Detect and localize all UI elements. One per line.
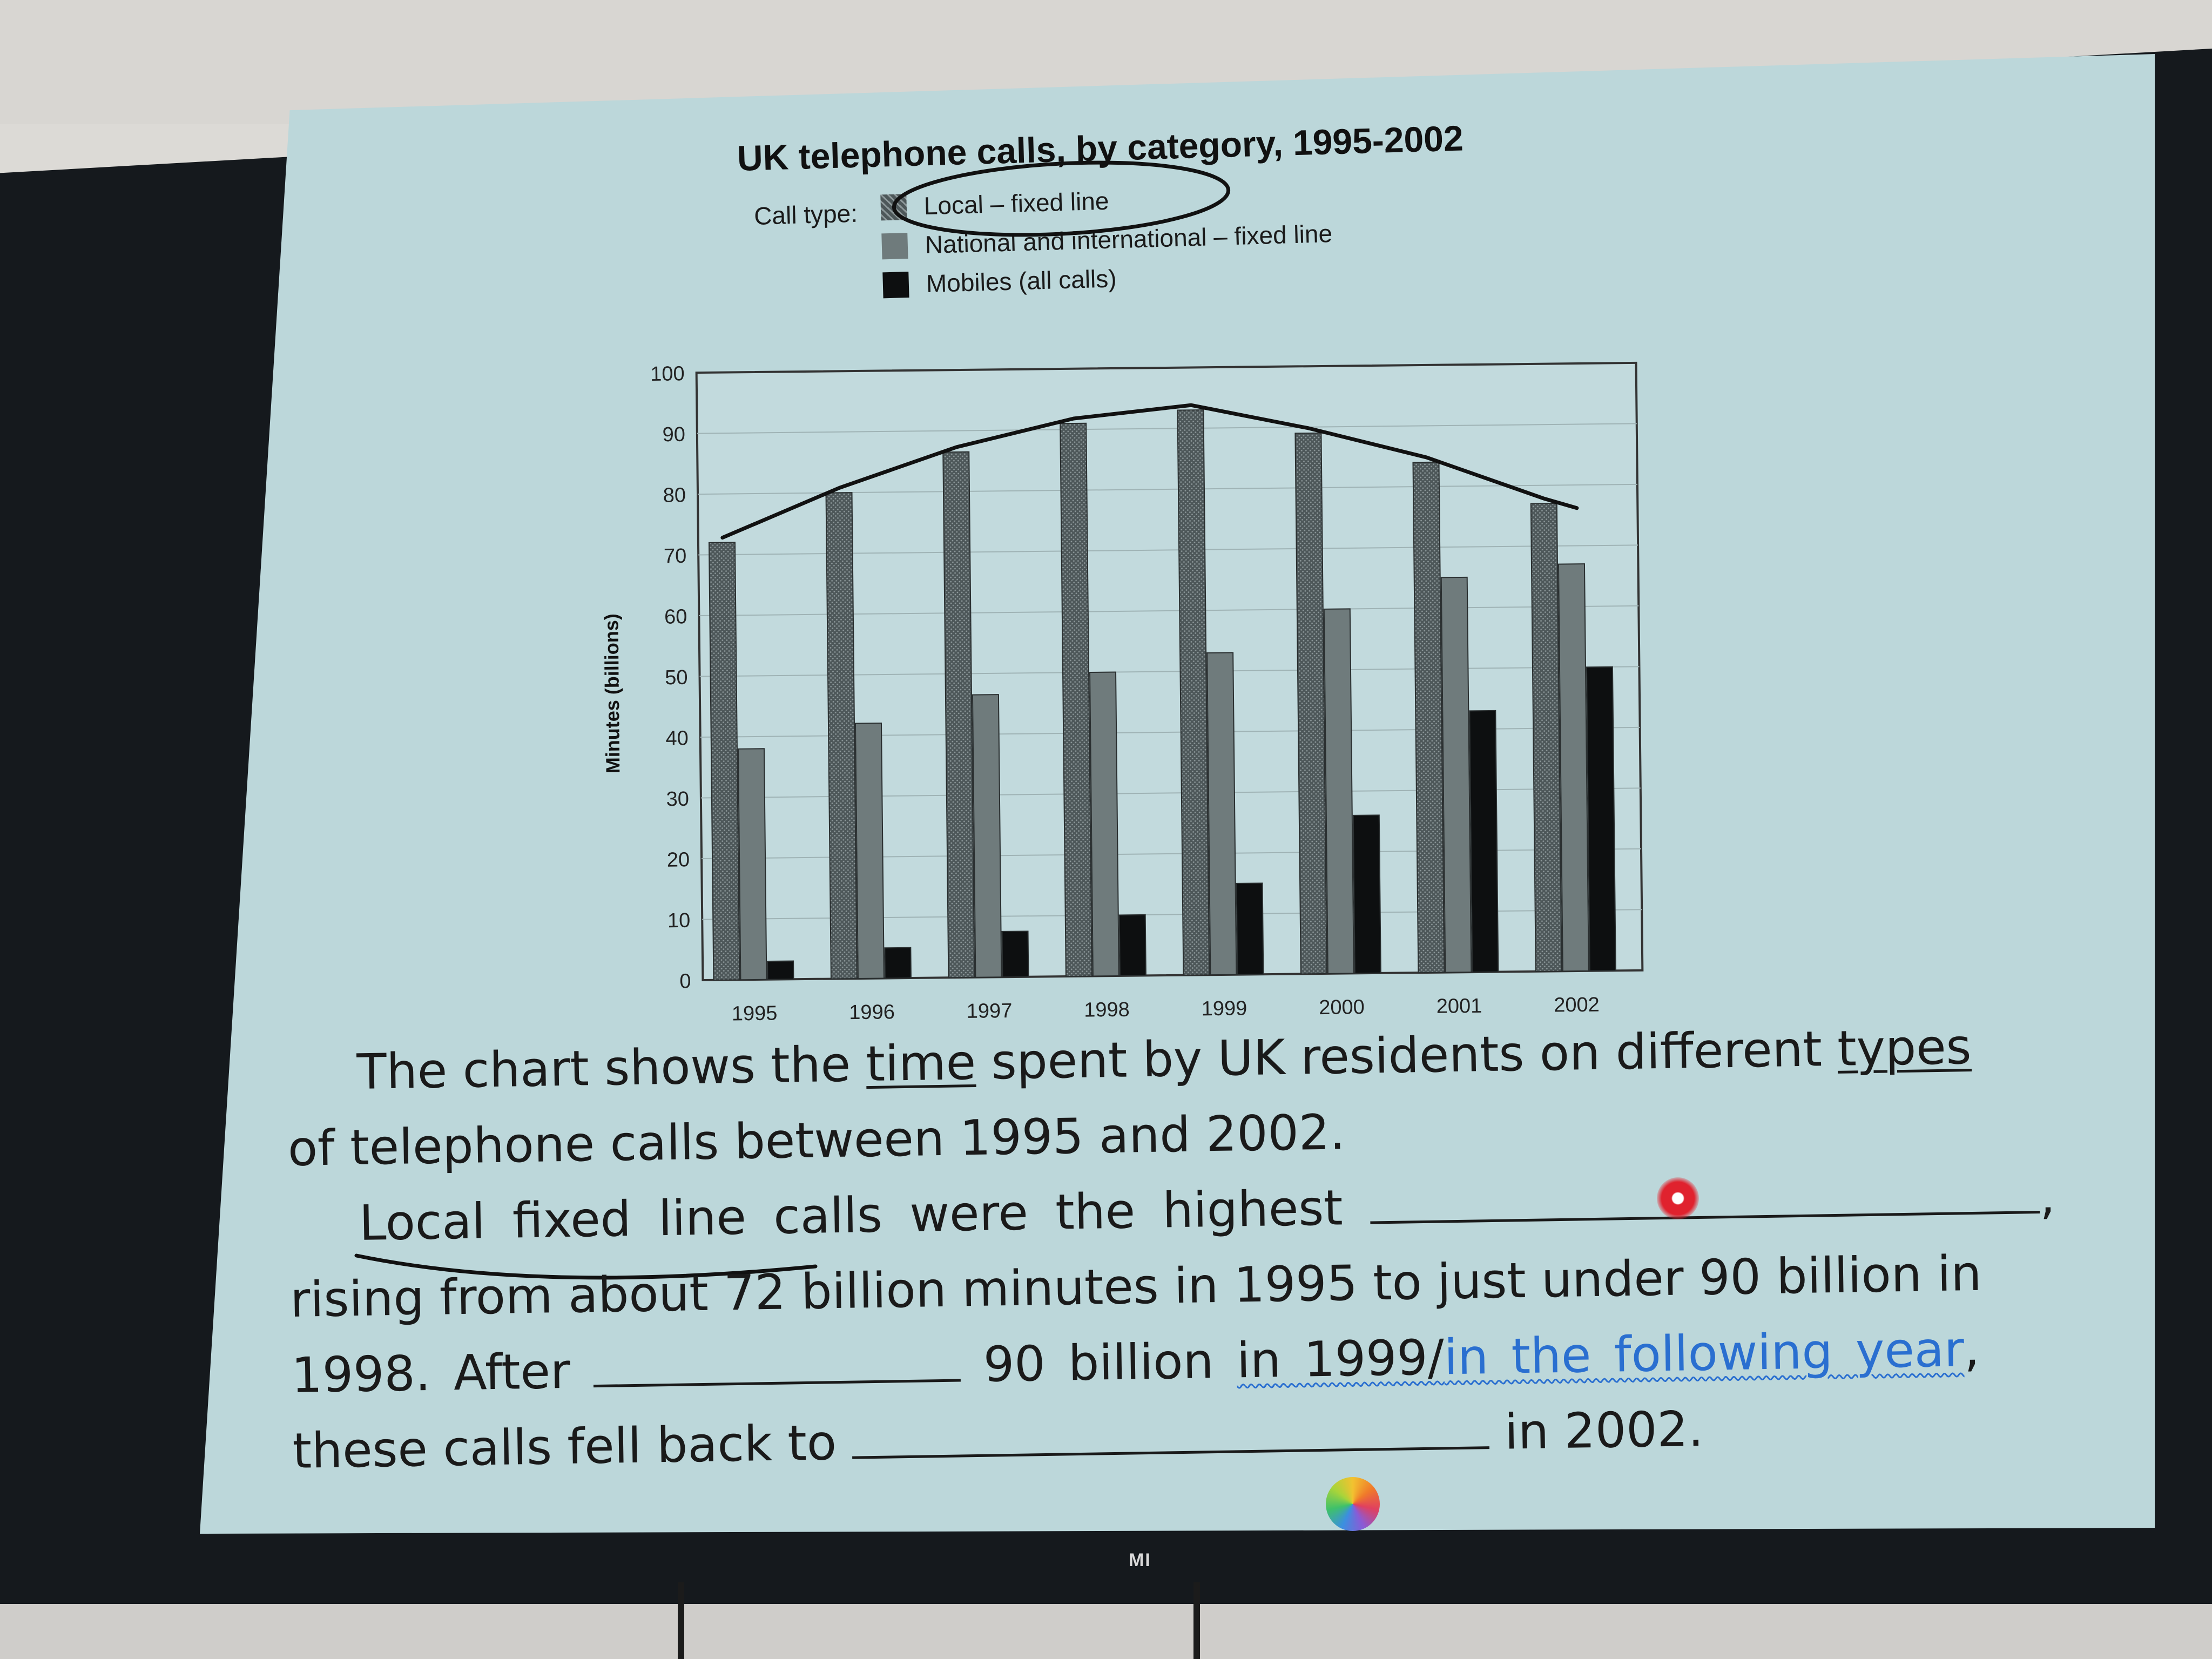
bar-mobiles bbox=[1001, 930, 1029, 978]
blue-annotation-text: in the following year bbox=[1444, 1321, 1965, 1386]
bar-national bbox=[737, 748, 767, 981]
answer-blank-3[interactable] bbox=[851, 1408, 1489, 1459]
bar-mobiles bbox=[1352, 814, 1381, 974]
bar-national bbox=[972, 694, 1002, 978]
y-tick-label: 10 bbox=[667, 909, 691, 932]
passage-text: 90 billion bbox=[960, 1332, 1237, 1394]
y-tick-label: 30 bbox=[666, 788, 689, 811]
circled-phrase: Local fixed line calls bbox=[359, 1186, 883, 1252]
gridline bbox=[698, 544, 1638, 556]
underlined-word-types: types bbox=[1837, 1018, 1972, 1077]
x-tick-label: 1999 bbox=[1202, 997, 1247, 1020]
y-axis-label: Minutes (billions) bbox=[600, 613, 624, 773]
bar-local bbox=[1530, 503, 1562, 972]
cable bbox=[678, 1582, 684, 1659]
answer-blank-1[interactable] bbox=[1370, 1173, 2040, 1224]
busy-cursor-icon bbox=[1326, 1477, 1380, 1531]
bar-local bbox=[1412, 461, 1445, 974]
bar-mobiles bbox=[1469, 710, 1499, 973]
passage-text: were the highest bbox=[881, 1179, 1371, 1244]
passage-text: The chart shows the bbox=[356, 1036, 867, 1101]
bar-local bbox=[1177, 409, 1210, 976]
y-tick-label: 90 bbox=[662, 423, 685, 446]
handdrawn-trend-line bbox=[720, 403, 1579, 540]
gridline bbox=[699, 666, 1640, 677]
bar-local bbox=[1060, 422, 1092, 977]
cable bbox=[1193, 1582, 1200, 1659]
bar-local bbox=[825, 492, 858, 980]
bar-mobiles bbox=[767, 960, 794, 980]
bar-mobiles bbox=[884, 947, 912, 979]
bar-local bbox=[942, 451, 975, 979]
x-tick-label: 2000 bbox=[1319, 996, 1365, 1019]
x-tick-label: 1997 bbox=[967, 1000, 1013, 1023]
bar-mobiles bbox=[1586, 666, 1616, 972]
passage-text: , bbox=[1964, 1320, 1980, 1378]
y-tick-label: 70 bbox=[664, 545, 687, 568]
bar-national bbox=[1557, 563, 1589, 972]
bar-local bbox=[708, 542, 740, 981]
passage-text: these calls fell back to bbox=[292, 1414, 853, 1480]
gridline bbox=[697, 423, 1637, 434]
y-tick-label: 0 bbox=[679, 970, 691, 993]
bar-local bbox=[1294, 432, 1327, 975]
x-tick-label: 1998 bbox=[1084, 999, 1130, 1022]
bar-mobiles bbox=[1118, 914, 1147, 976]
bar-national bbox=[1089, 671, 1120, 977]
gridline bbox=[698, 483, 1637, 495]
laser-pointer-icon bbox=[1657, 1177, 1699, 1219]
passage-text: in 2002. bbox=[1488, 1400, 1704, 1461]
tv-logo: MI bbox=[1129, 1550, 1151, 1570]
y-tick-label: 50 bbox=[665, 666, 688, 689]
y-tick-label: 20 bbox=[667, 848, 690, 871]
passage-text: , bbox=[2039, 1168, 2056, 1226]
y-tick-label: 60 bbox=[664, 605, 687, 628]
y-tick-label: 80 bbox=[663, 484, 686, 507]
y-tick-label: 100 bbox=[650, 362, 685, 386]
passage-text: 1998. After bbox=[291, 1343, 594, 1404]
bar-national bbox=[1440, 576, 1472, 973]
bar-national bbox=[1206, 652, 1237, 976]
answer-blank-2[interactable] bbox=[592, 1341, 961, 1388]
x-tick-label: 2002 bbox=[1554, 994, 1600, 1017]
x-tick-label: 2001 bbox=[1437, 995, 1482, 1018]
bar-mobiles bbox=[1236, 882, 1264, 975]
bar-national bbox=[854, 723, 885, 980]
wavy-underlined-text: in 1999/ bbox=[1236, 1329, 1445, 1390]
gridline bbox=[699, 605, 1639, 617]
handdrawn-underline bbox=[354, 1253, 818, 1280]
bar-national bbox=[1323, 608, 1354, 974]
y-tick-label: 40 bbox=[665, 727, 689, 750]
handdrawn-circle bbox=[892, 160, 1231, 237]
underlined-word-time: time bbox=[865, 1034, 976, 1093]
x-tick-label: 1995 bbox=[732, 1002, 778, 1026]
x-tick-label: 1996 bbox=[849, 1001, 895, 1024]
